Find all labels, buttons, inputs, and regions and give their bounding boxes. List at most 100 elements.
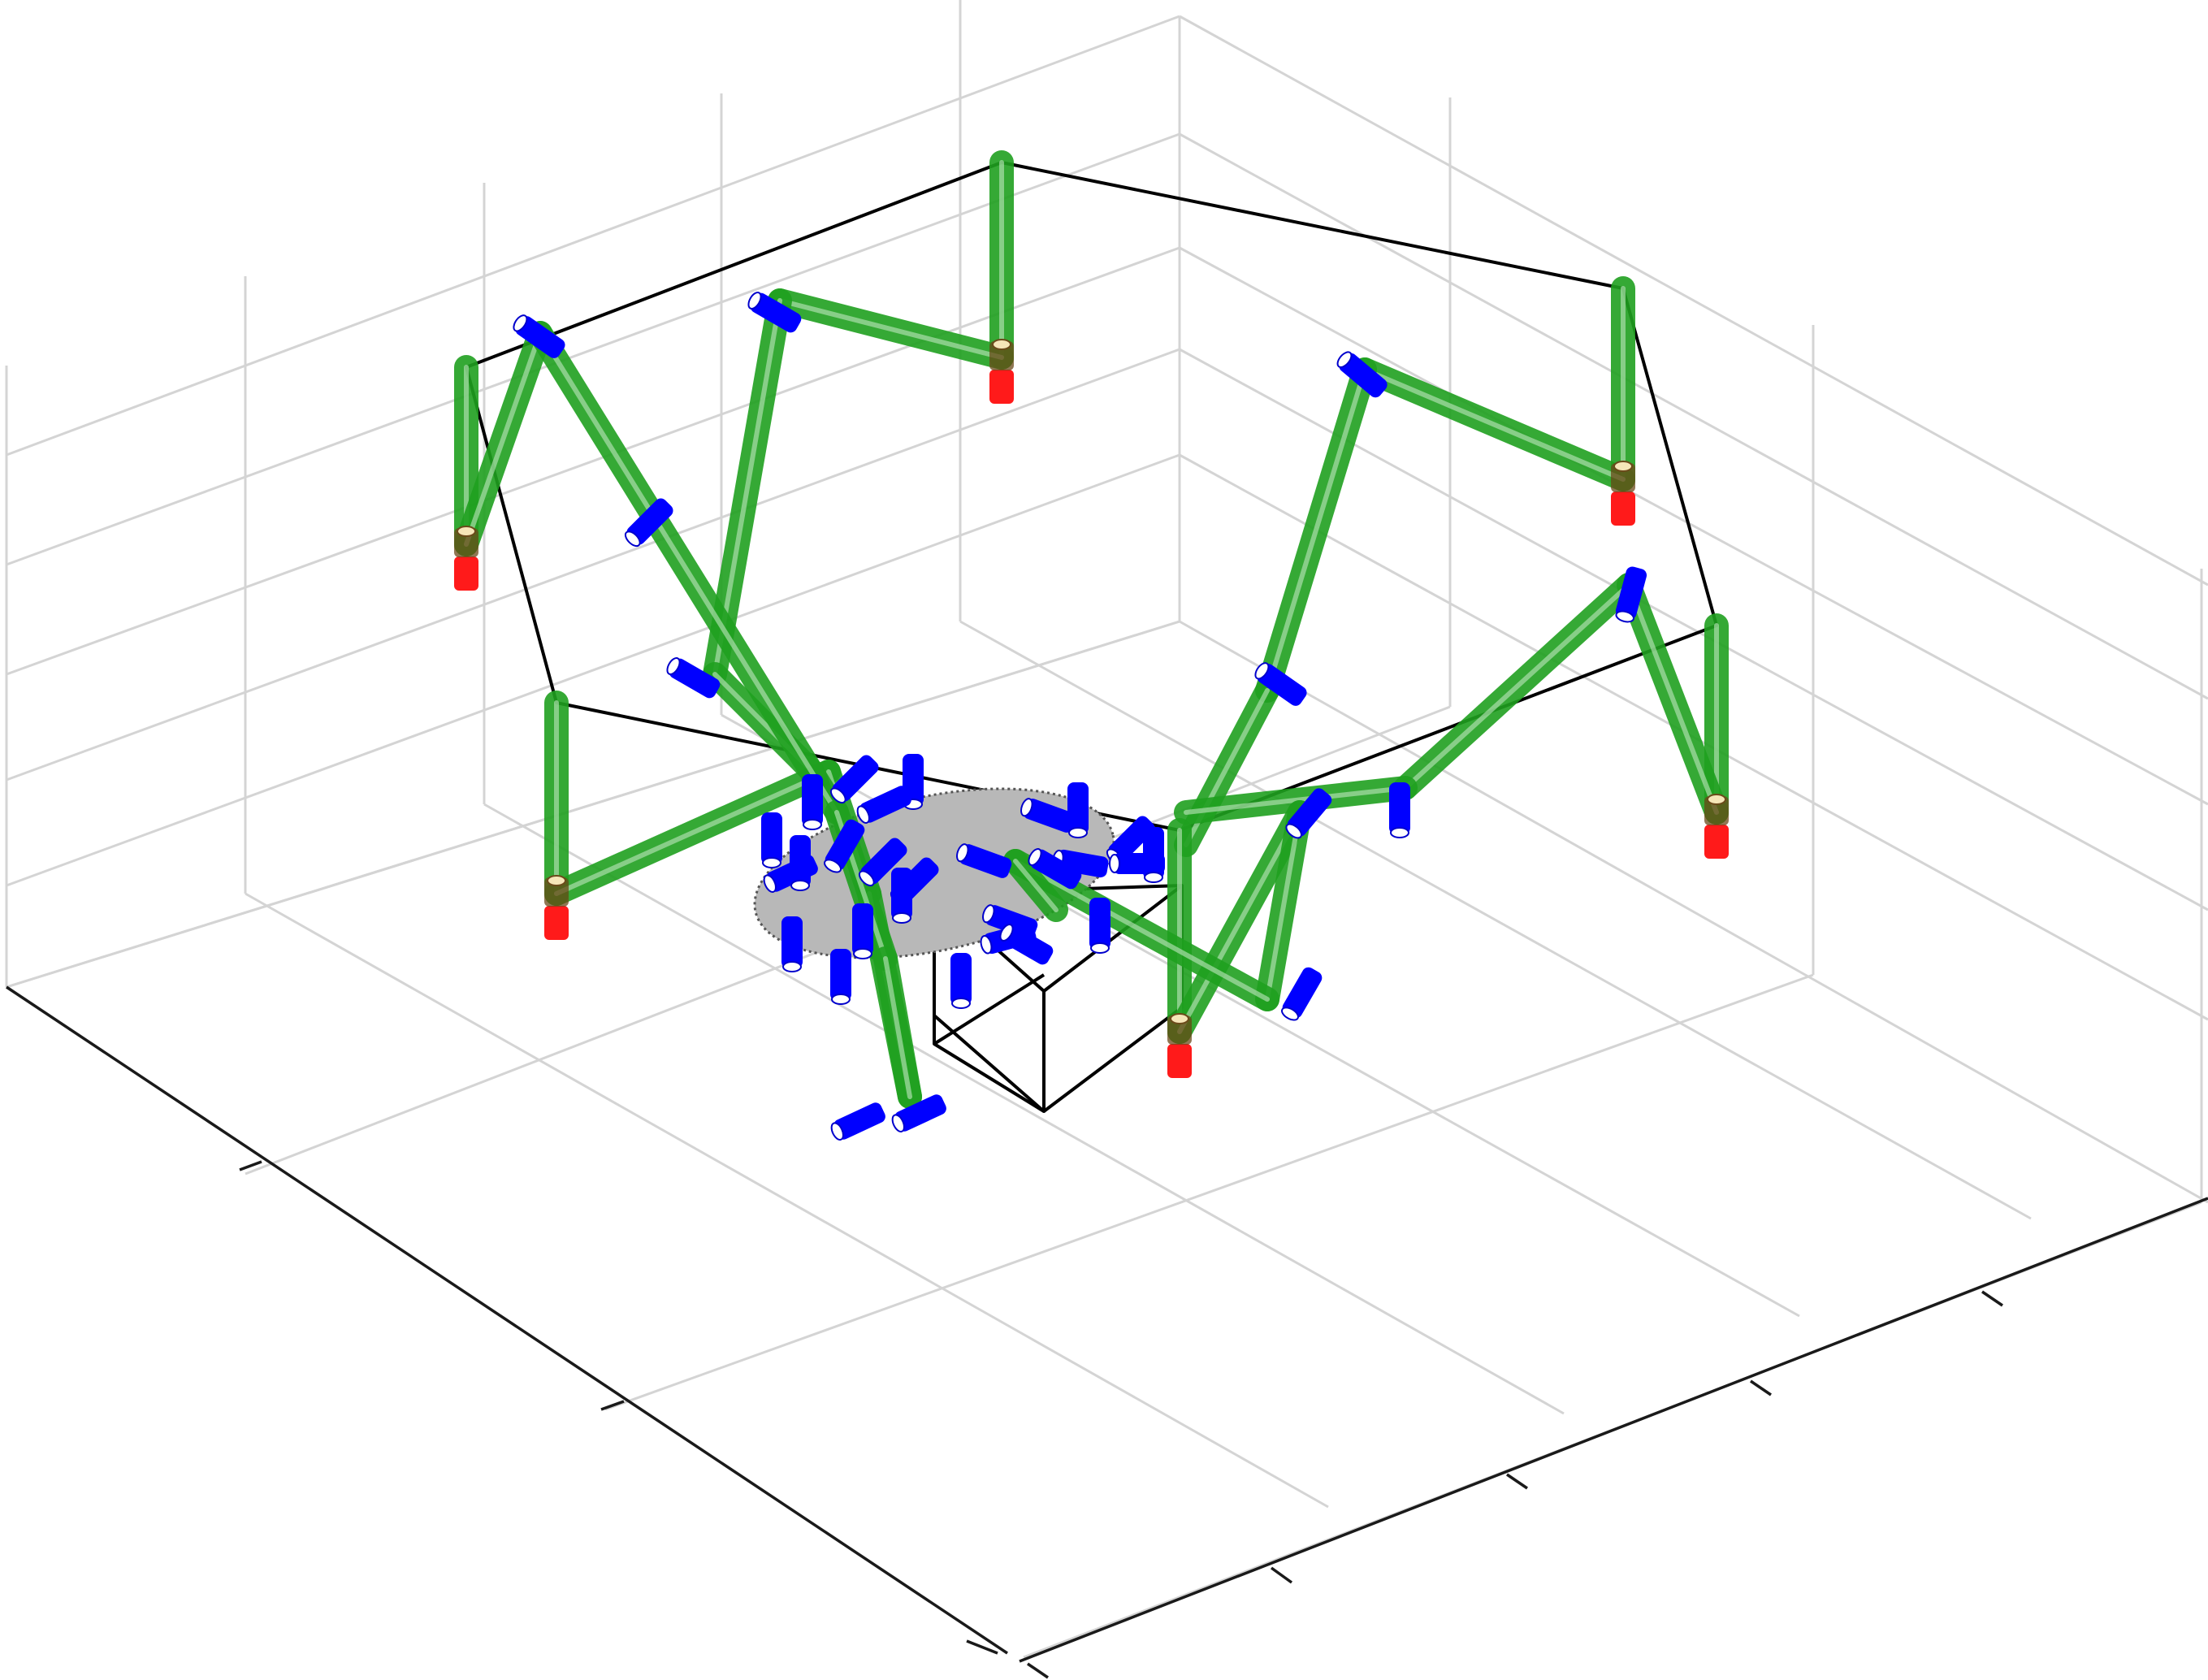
joint-4-body: [669, 658, 721, 699]
joint-5-body: [1339, 353, 1388, 398]
joint-29-body: [1002, 924, 1054, 965]
joint-6: [1254, 662, 1307, 706]
joint-5: [1336, 351, 1388, 398]
joint-17: [858, 838, 907, 887]
joint-28-bore: [951, 998, 971, 1009]
joint-38-body: [1030, 849, 1082, 890]
actuator-6-bore: [457, 526, 476, 537]
joint-28: [950, 953, 972, 1009]
joint-38-bore: [1028, 848, 1042, 866]
link-12-highlight: [1184, 786, 1408, 815]
joint-11-bore: [829, 787, 846, 804]
joint-23-bore: [1109, 854, 1120, 873]
joint-17-body: [860, 838, 907, 885]
actuator-6: [454, 526, 478, 591]
actuators: [454, 339, 1729, 1078]
joint-14: [761, 812, 782, 868]
joint-4-bore: [666, 657, 681, 675]
joint-32-bore: [830, 1122, 844, 1141]
joint-33-body: [894, 1094, 946, 1132]
link-25-highlight: [883, 956, 912, 1099]
joint-8-body: [1389, 782, 1410, 834]
link-14-highlight: [1177, 810, 1302, 1034]
joint-3: [624, 498, 673, 548]
joint-30-body: [852, 903, 873, 955]
joint-1-bore: [513, 314, 528, 332]
joint-15: [824, 819, 865, 873]
joint-10-body: [1282, 967, 1323, 1019]
link-15-highlight: [1265, 810, 1302, 1002]
actuator-4-bore: [1170, 1013, 1189, 1024]
joint-21-body: [1108, 816, 1155, 863]
link-6-highlight: [1362, 367, 1626, 482]
joint-15-bore: [824, 859, 842, 873]
joint-5-bore: [1336, 351, 1353, 368]
joint-27: [1089, 898, 1110, 954]
joint-25-bore: [982, 904, 995, 924]
joint-16-bore: [763, 874, 777, 893]
actuator-5: [544, 875, 569, 940]
joint-24-body: [959, 844, 1012, 878]
joint-35: [830, 949, 851, 1005]
joint-2-bore: [747, 292, 762, 310]
actuator-3: [1704, 794, 1729, 859]
joint-39-bore: [856, 805, 870, 824]
joint-33-bore: [891, 1114, 905, 1132]
joint-37: [1143, 827, 1164, 883]
joint-31-body: [781, 916, 803, 968]
actuator-3-bore: [1707, 794, 1726, 805]
joint-13: [802, 774, 823, 830]
joints: [513, 292, 1647, 1141]
joint-10: [1281, 967, 1323, 1021]
joint-33: [891, 1094, 946, 1132]
joint-34-body: [891, 868, 912, 920]
joint-31-bore: [782, 961, 802, 972]
joint-20-body: [1067, 782, 1089, 834]
joint-24-bore: [956, 843, 969, 863]
actuator-2: [1611, 461, 1635, 526]
joint-6-body: [1257, 664, 1307, 706]
joint-8: [1389, 782, 1410, 838]
links: [454, 150, 1729, 1109]
joint-14-body: [761, 812, 782, 864]
joint-26-bore: [980, 935, 993, 955]
joint-39-body: [859, 786, 911, 823]
actuator-1-bore: [992, 339, 1011, 350]
joint-1: [513, 314, 565, 358]
joint-3-bore: [624, 530, 641, 548]
joint-34-bore: [892, 912, 911, 924]
joint-8-bore: [1390, 827, 1409, 838]
link-18-highlight: [554, 769, 831, 896]
joint-31: [781, 916, 803, 972]
joint-36-body: [790, 835, 811, 887]
joint-35-body: [830, 949, 851, 1001]
actuator-4-body: [1167, 1044, 1192, 1078]
joint-2-body: [750, 292, 802, 333]
joint-11-body: [832, 755, 879, 802]
joint-29: [999, 924, 1054, 965]
actuator-2-bore: [1613, 461, 1633, 472]
joint-27-body: [1089, 898, 1110, 950]
link-16-highlight: [1013, 859, 1270, 1002]
joint-15-body: [825, 819, 865, 871]
joint-2: [747, 292, 802, 333]
joint-39: [856, 786, 911, 824]
joint-11: [829, 755, 879, 804]
joint-36-bore: [790, 880, 810, 891]
joint-13-body: [802, 774, 823, 826]
joint-9: [1285, 788, 1332, 839]
joint-9-body: [1287, 788, 1332, 837]
joint-13-bore: [803, 819, 822, 830]
joint-7-bore: [1615, 610, 1634, 623]
link-22-highlight: [464, 331, 543, 547]
joint-17-bore: [858, 870, 875, 887]
joint-1-body: [515, 316, 565, 358]
joint-28-body: [950, 953, 972, 1005]
joint-30-bore: [853, 948, 872, 959]
link-23-highlight: [538, 331, 839, 815]
joint-36: [790, 835, 811, 891]
joint-38: [1028, 848, 1082, 890]
floor-axes: [6, 985, 2208, 1679]
link-10-highlight: [1626, 582, 1719, 815]
